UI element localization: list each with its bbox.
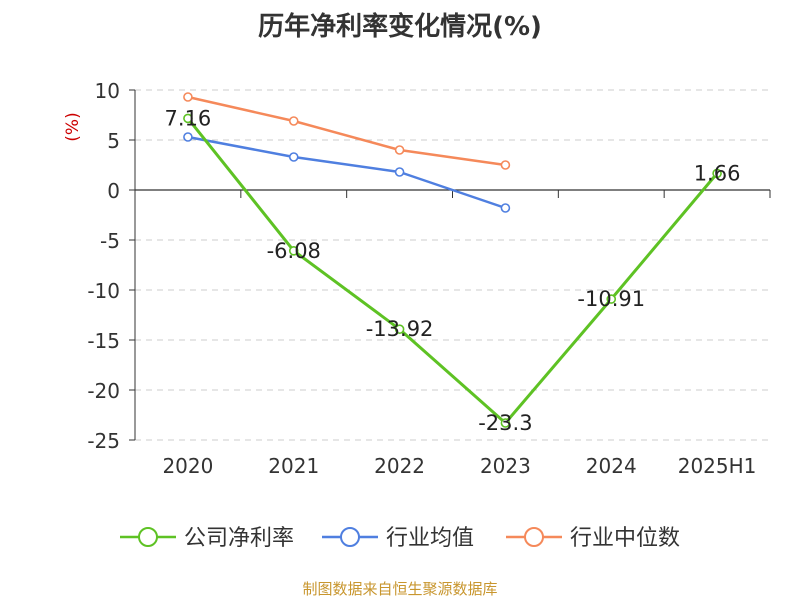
data-point: [183, 132, 193, 142]
x-tick-label: 2020: [162, 454, 213, 478]
data-point: [183, 113, 193, 124]
legend-swatch-marker: [524, 527, 544, 547]
data-point: [500, 418, 511, 428]
y-tick-label: 5: [107, 129, 120, 153]
x-tick-label: 2024: [586, 454, 637, 478]
series-line-2: [187, 95, 506, 167]
data-point: [500, 160, 511, 170]
axes: 10 5 0 -5 -10 -15 -20 -25 (%) 2020 2021 2022 2023 202…: [63, 79, 771, 478]
x-tick-label: 2021: [268, 454, 319, 478]
grid-lines: [135, 89, 770, 441]
y-tick-label: -25: [87, 429, 120, 453]
data-source-note: 制图数据来自恒生聚源数据库: [302, 580, 498, 598]
y-tick-label: -10: [87, 279, 120, 303]
chart-title: 历年净利率变化情况(%): [258, 12, 542, 42]
data-point: [183, 92, 193, 102]
legend-label: 公司净利率: [184, 526, 294, 551]
data-label: -13.92: [366, 317, 434, 341]
data-label: -6.08: [267, 239, 321, 263]
legend-swatch-marker: [340, 527, 360, 547]
series-line-0: [186, 117, 719, 425]
y-tick-label: 0: [107, 179, 120, 203]
y-tick-label: -20: [87, 379, 120, 403]
data-label: 7.16: [165, 106, 212, 130]
y-tick-label: -15: [87, 329, 120, 353]
data-label: -23.3: [478, 411, 532, 435]
data-label: -10.91: [577, 287, 645, 311]
x-tick-label: 2022: [374, 454, 425, 478]
legend-item-0[interactable]: 公司净利率: [120, 526, 294, 551]
data-point: [394, 145, 405, 155]
data-point: [606, 294, 617, 304]
legend-label: 行业均值: [386, 526, 474, 551]
legend-item-1[interactable]: 行业均值: [322, 526, 474, 551]
x-tick-label: 2025H1: [678, 454, 757, 478]
legend-swatch-marker: [138, 527, 158, 547]
data-point: [288, 116, 299, 126]
legend[interactable]: 公司净利率 行业均值 行业中位数: [120, 526, 680, 551]
data-point: [394, 324, 405, 335]
legend-label: 行业中位数: [570, 526, 680, 551]
legend-item-2[interactable]: 行业中位数: [506, 526, 680, 551]
data-point: [288, 152, 299, 162]
x-tick-label: 2023: [480, 454, 531, 478]
data-point: [712, 168, 722, 179]
data-point: [394, 167, 405, 177]
series-line-1: [187, 135, 506, 210]
data-label: 1.66: [694, 161, 741, 185]
y-tick-label: 10: [95, 79, 120, 103]
y-axis-title: (%): [63, 112, 83, 141]
data-point: [500, 203, 511, 213]
series-lines: [183, 92, 722, 428]
y-tick-label: -5: [100, 229, 120, 253]
data-labels: 7.16 -6.08 -13.92 -23.3 -10.91 1.66: [165, 106, 741, 435]
data-point: [288, 246, 299, 256]
